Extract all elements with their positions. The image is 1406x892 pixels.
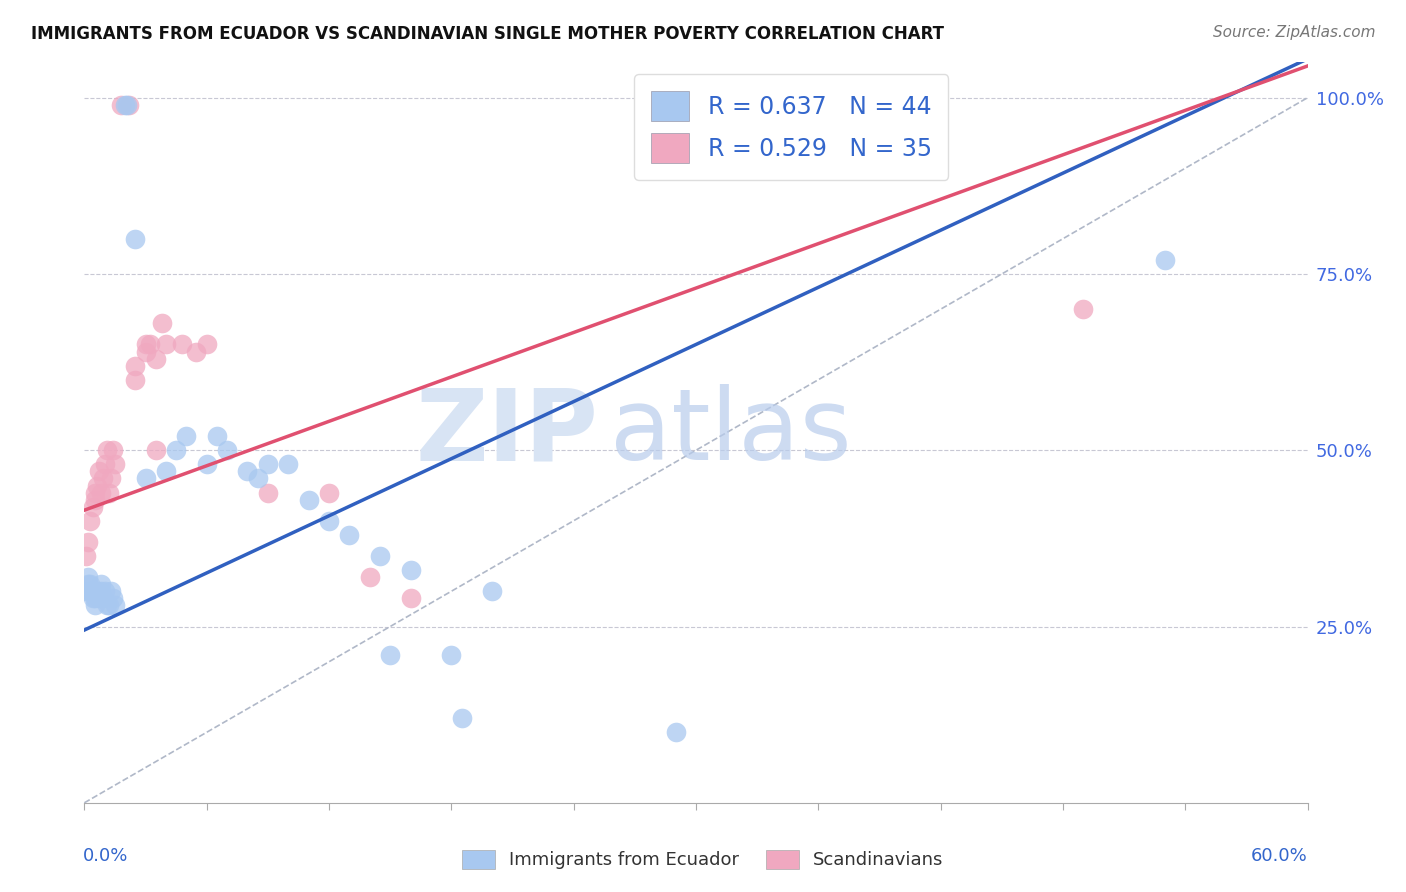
Point	[90, 577, 112, 591]
Point	[172, 337, 194, 351]
Point	[205, 429, 228, 443]
Point	[155, 337, 177, 351]
Point	[86, 478, 108, 492]
Point	[104, 458, 127, 472]
Point	[138, 337, 160, 351]
Point	[90, 485, 112, 500]
Point	[87, 464, 110, 478]
Point	[1154, 252, 1177, 267]
Point	[665, 725, 688, 739]
Point	[97, 599, 120, 613]
Point	[100, 584, 122, 599]
Point	[77, 570, 100, 584]
Point	[399, 591, 422, 606]
Point	[298, 492, 321, 507]
Point	[91, 471, 114, 485]
Point	[380, 648, 402, 662]
Point	[96, 443, 118, 458]
Point	[124, 232, 146, 246]
Point	[90, 584, 112, 599]
Point	[440, 648, 463, 662]
Point	[77, 577, 100, 591]
Point	[145, 443, 167, 458]
Point	[195, 337, 218, 351]
Point	[246, 471, 269, 485]
Legend: Immigrants from Ecuador, Scandinavians: Immigrants from Ecuador, Scandinavians	[453, 841, 953, 879]
Point	[217, 443, 239, 458]
Point	[75, 549, 97, 563]
Point	[115, 97, 138, 112]
Point	[118, 97, 141, 112]
Point	[145, 351, 167, 366]
Text: 0.0%: 0.0%	[83, 847, 128, 865]
Point	[86, 584, 108, 599]
Point	[318, 514, 340, 528]
Point	[124, 373, 146, 387]
Point	[96, 599, 118, 613]
Point	[135, 471, 157, 485]
Point	[93, 458, 115, 472]
Point	[359, 570, 381, 584]
Point	[236, 464, 259, 478]
Point	[83, 485, 105, 500]
Legend: R = 0.637   N = 44, R = 0.529   N = 35: R = 0.637 N = 44, R = 0.529 N = 35	[634, 74, 948, 180]
Point	[114, 97, 136, 112]
Text: atlas: atlas	[610, 384, 852, 481]
Point	[79, 514, 101, 528]
Text: IMMIGRANTS FROM ECUADOR VS SCANDINAVIAN SINGLE MOTHER POVERTY CORRELATION CHART: IMMIGRANTS FROM ECUADOR VS SCANDINAVIAN …	[31, 25, 943, 43]
Point	[110, 97, 132, 112]
Point	[368, 549, 391, 563]
Point	[399, 563, 422, 577]
Point	[83, 599, 105, 613]
Point	[93, 584, 115, 599]
Point	[318, 485, 340, 500]
Text: 60.0%: 60.0%	[1251, 847, 1308, 865]
Point	[135, 344, 157, 359]
Point	[150, 316, 173, 330]
Point	[339, 528, 361, 542]
Point	[82, 500, 104, 514]
Text: ZIP: ZIP	[415, 384, 598, 481]
Point	[481, 584, 503, 599]
Text: Source: ZipAtlas.com: Source: ZipAtlas.com	[1212, 25, 1375, 40]
Point	[75, 584, 97, 599]
Point	[124, 359, 146, 373]
Point	[186, 344, 208, 359]
Point	[277, 458, 299, 472]
Point	[155, 464, 177, 478]
Point	[450, 711, 472, 725]
Point	[79, 584, 101, 599]
Point	[100, 471, 122, 485]
Point	[91, 591, 114, 606]
Point	[165, 443, 187, 458]
Point	[79, 577, 101, 591]
Point	[83, 492, 105, 507]
Point	[257, 458, 280, 472]
Point	[83, 591, 105, 606]
Point	[101, 443, 124, 458]
Point	[135, 337, 157, 351]
Point	[97, 485, 120, 500]
Point	[174, 429, 197, 443]
Point	[77, 535, 100, 549]
Point	[195, 458, 218, 472]
Point	[104, 599, 127, 613]
Point	[1073, 302, 1095, 317]
Point	[82, 584, 104, 599]
Point	[257, 485, 280, 500]
Point	[87, 591, 110, 606]
Point	[101, 591, 124, 606]
Point	[82, 591, 104, 606]
